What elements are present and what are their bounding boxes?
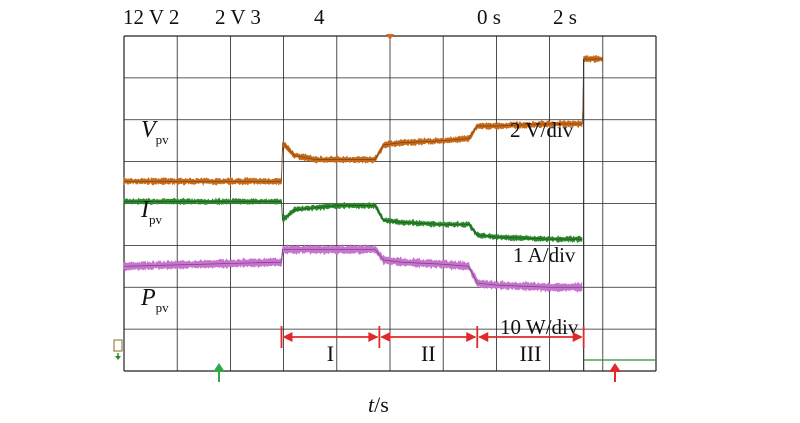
trace-band-ipv xyxy=(123,197,583,244)
region-label: I xyxy=(327,341,334,366)
ipv-scale-label: 1 A/div xyxy=(513,243,576,267)
trace-layer xyxy=(123,54,656,371)
region-arrow-right-icon xyxy=(368,332,379,342)
region-arrow-left-icon xyxy=(282,332,293,342)
trace-vpv xyxy=(123,54,603,186)
region-label: II xyxy=(421,341,436,366)
trace-band-vpv xyxy=(123,54,603,186)
header-readout: 12 V 2 2 V 3 4 0 s 2 s xyxy=(123,5,577,29)
vpv-label-sub: pv xyxy=(156,132,170,147)
trace-ppv xyxy=(123,243,583,293)
x-axis-unit: /s xyxy=(374,392,389,417)
x-axis-label: t/s xyxy=(368,392,389,417)
region-label: III xyxy=(519,341,541,366)
ipv-label-main: I xyxy=(140,197,150,223)
region-arrow-right-icon xyxy=(466,332,477,342)
ground-marker-icon xyxy=(113,339,123,360)
ppv-label-main: P xyxy=(140,285,156,311)
header-text-1: 12 V 2 xyxy=(123,5,179,29)
trace-line-ipv xyxy=(124,201,583,240)
trace-ipv xyxy=(123,197,583,244)
trace-band-ppv xyxy=(123,243,583,293)
red-event-arrow-icon xyxy=(609,363,621,382)
header-text-5: 2 s xyxy=(553,5,577,29)
region-2: II xyxy=(380,332,477,366)
vpv-label: Vpv xyxy=(141,117,169,147)
region-1: I xyxy=(282,332,379,366)
channel-labels: Vpv Ipv Ppv xyxy=(140,117,169,315)
ipv-label-sub: pv xyxy=(149,212,163,227)
scale-labels: 2 V/div 1 A/div 10 W/div xyxy=(500,118,579,339)
region-3: III xyxy=(478,332,583,366)
x-axis-var: t xyxy=(368,392,375,417)
trace-line-ppv xyxy=(123,249,583,288)
header-text-2: 2 V 3 xyxy=(215,5,261,29)
region-arrow-left-icon xyxy=(478,332,489,342)
ppv-scale-label: 10 W/div xyxy=(500,315,579,339)
header-text-4: 0 s xyxy=(477,5,501,29)
green-event-arrow-icon xyxy=(213,363,225,382)
trace-line-vpv xyxy=(124,58,603,182)
trigger-marker-icon xyxy=(386,34,394,40)
region-arrow-left-icon xyxy=(380,332,391,342)
ipv-label: Ipv xyxy=(140,197,163,227)
ppv-label-sub: pv xyxy=(156,300,170,315)
region-arrow-right-icon xyxy=(572,332,583,342)
vpv-scale-label: 2 V/div xyxy=(510,118,574,142)
header-text-3: 4 xyxy=(314,5,325,29)
event-markers xyxy=(113,34,621,382)
region-annotations: I II III xyxy=(280,326,585,366)
vpv-label-main: V xyxy=(141,117,158,143)
ppv-label: Ppv xyxy=(140,285,169,315)
screen-grid xyxy=(123,35,657,372)
